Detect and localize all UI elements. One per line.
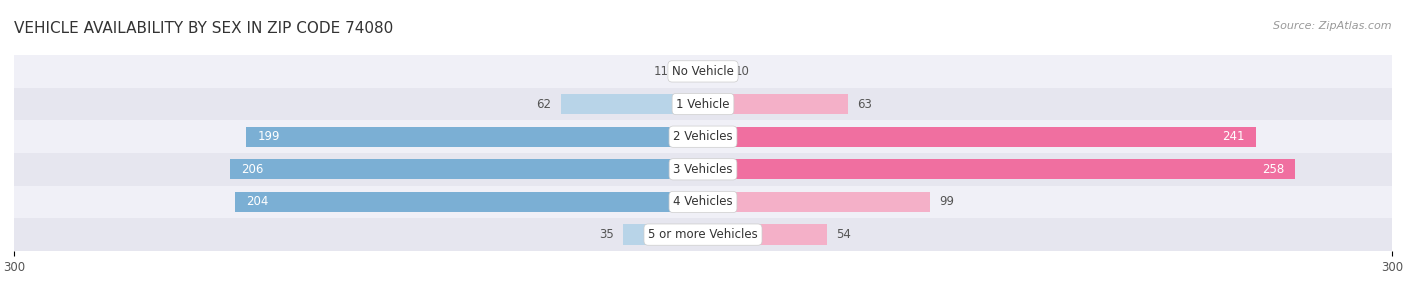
Text: 11: 11 xyxy=(654,65,669,78)
Bar xyxy=(703,192,931,212)
Text: 99: 99 xyxy=(939,196,955,208)
Bar xyxy=(231,159,703,179)
Bar xyxy=(703,94,848,114)
Bar xyxy=(14,120,1392,153)
Bar xyxy=(623,225,703,245)
Text: 204: 204 xyxy=(246,196,269,208)
Bar xyxy=(703,61,725,81)
Text: 5 or more Vehicles: 5 or more Vehicles xyxy=(648,228,758,241)
Text: 199: 199 xyxy=(257,130,280,143)
Text: 241: 241 xyxy=(1222,130,1244,143)
Bar xyxy=(678,61,703,81)
Text: 54: 54 xyxy=(837,228,851,241)
Bar xyxy=(235,192,703,212)
Bar xyxy=(14,88,1392,120)
Text: 258: 258 xyxy=(1261,163,1284,176)
Text: 3 Vehicles: 3 Vehicles xyxy=(673,163,733,176)
Bar xyxy=(246,127,703,147)
Text: 62: 62 xyxy=(537,98,551,110)
Text: 10: 10 xyxy=(735,65,749,78)
Bar xyxy=(703,159,1295,179)
Bar xyxy=(703,127,1257,147)
Text: No Vehicle: No Vehicle xyxy=(672,65,734,78)
Legend: Male, Female: Male, Female xyxy=(638,305,768,306)
Bar xyxy=(14,55,1392,88)
Bar xyxy=(14,153,1392,186)
Text: Source: ZipAtlas.com: Source: ZipAtlas.com xyxy=(1274,21,1392,32)
Text: 63: 63 xyxy=(856,98,872,110)
Bar xyxy=(14,186,1392,218)
Bar xyxy=(561,94,703,114)
Text: 206: 206 xyxy=(242,163,264,176)
Bar xyxy=(14,218,1392,251)
Text: 1 Vehicle: 1 Vehicle xyxy=(676,98,730,110)
Bar xyxy=(703,225,827,245)
Text: 4 Vehicles: 4 Vehicles xyxy=(673,196,733,208)
Text: 35: 35 xyxy=(599,228,613,241)
Text: VEHICLE AVAILABILITY BY SEX IN ZIP CODE 74080: VEHICLE AVAILABILITY BY SEX IN ZIP CODE … xyxy=(14,21,394,36)
Text: 2 Vehicles: 2 Vehicles xyxy=(673,130,733,143)
